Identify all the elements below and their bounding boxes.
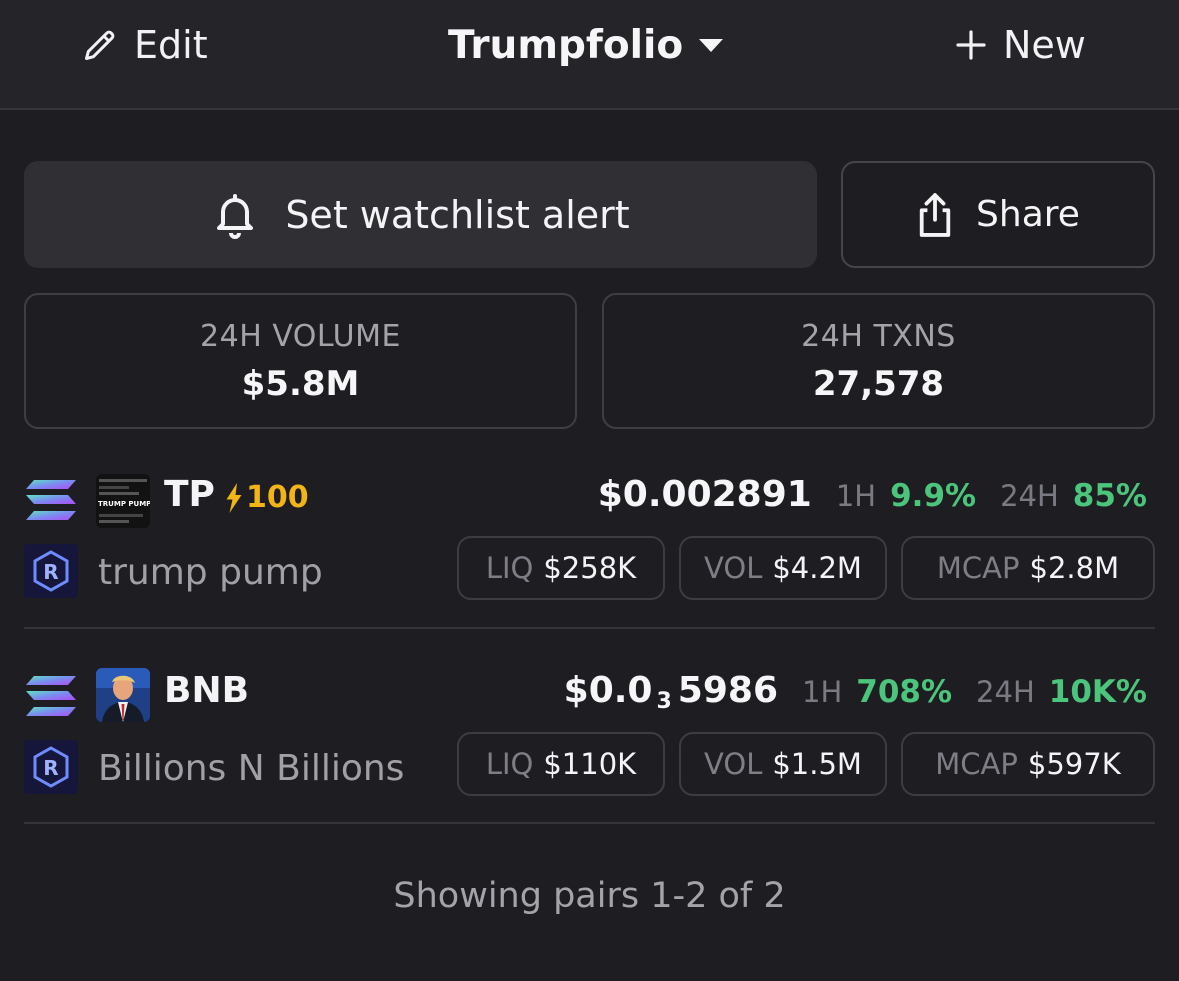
change-1h: 708% bbox=[856, 674, 953, 710]
liq-label: LIQ bbox=[485, 551, 534, 585]
share-label: Share bbox=[976, 194, 1080, 235]
liq-label: LIQ bbox=[485, 747, 534, 781]
liq-value: $258K bbox=[543, 551, 637, 585]
change-24h: 85% bbox=[1072, 478, 1147, 514]
vol-chip: VOL $1.5M bbox=[679, 732, 887, 796]
vol-label: VOL bbox=[704, 551, 763, 585]
pagination-status: Showing pairs 1-2 of 2 bbox=[393, 876, 786, 916]
token-image-bnb bbox=[96, 668, 150, 722]
change-1h: 9.9% bbox=[890, 478, 977, 514]
pencil-icon bbox=[85, 30, 115, 60]
price-row: $0.002891 1H 9.9% 24H 85% bbox=[598, 474, 1147, 515]
vol-value: $4.2M bbox=[772, 551, 862, 585]
pair-row-bnb[interactable]: BNB R Billions N Billions $0.0 3 5986 1H 7… bbox=[24, 666, 1155, 846]
bell-icon bbox=[217, 193, 254, 239]
price-row: $0.0 3 5986 1H 708% 24H 10K% bbox=[564, 670, 1147, 714]
metric-chips: LIQ $110K VOL $1.5M MCAP $597K bbox=[457, 732, 1155, 796]
pair-name: Billions N Billions bbox=[98, 748, 405, 789]
raydium-icon: R bbox=[24, 740, 78, 794]
watchlist-title: Trumpfolio bbox=[448, 22, 684, 68]
vol-value: $1.5M bbox=[772, 747, 862, 781]
volume-stat-card: 24H VOLUME $5.8M bbox=[24, 293, 577, 429]
price-zero-count: 3 bbox=[656, 689, 672, 714]
metric-chips: LIQ $258K VOL $4.2M MCAP $2.8M bbox=[457, 536, 1155, 600]
pair-symbol: TP bbox=[164, 474, 215, 515]
volume-label: 24H VOLUME bbox=[200, 318, 401, 354]
lightning-icon bbox=[226, 482, 242, 513]
set-watchlist-alert-button[interactable]: Set watchlist alert bbox=[24, 161, 817, 268]
volume-value: $5.8M bbox=[241, 363, 360, 404]
change-1h-label: 1H bbox=[802, 675, 843, 709]
divider bbox=[24, 822, 1155, 824]
share-button[interactable]: Share bbox=[841, 161, 1155, 268]
solana-icon bbox=[26, 676, 76, 716]
price-prefix: $0.0 bbox=[563, 670, 653, 711]
boost-value: 100 bbox=[246, 480, 309, 515]
change-1h-label: 1H bbox=[835, 479, 877, 513]
edit-label: Edit bbox=[134, 23, 208, 67]
mcap-chip: MCAP $2.8M bbox=[901, 536, 1155, 600]
vol-label: VOL bbox=[704, 747, 763, 781]
liq-value: $110K bbox=[543, 747, 637, 781]
vol-chip: VOL $4.2M bbox=[679, 536, 887, 600]
txns-stat-card: 24H TXNS 27,578 bbox=[602, 293, 1155, 429]
raydium-icon: R bbox=[24, 544, 78, 598]
price: $0.002891 bbox=[597, 474, 812, 515]
pair-name: trump pump bbox=[98, 552, 323, 593]
mcap-value: $2.8M bbox=[1029, 551, 1120, 585]
svg-text:R: R bbox=[43, 560, 58, 584]
change-24h-label: 24H bbox=[976, 675, 1035, 709]
portrait-image bbox=[96, 668, 150, 722]
svg-text:R: R bbox=[43, 756, 58, 780]
mcap-label: MCAP bbox=[935, 747, 1018, 781]
change-24h-label: 24H bbox=[1000, 479, 1059, 513]
edit-button[interactable]: Edit bbox=[82, 22, 208, 68]
mcap-label: MCAP bbox=[936, 551, 1020, 585]
txns-value: 27,578 bbox=[812, 363, 945, 404]
top-bar: Edit Trumpfolio New bbox=[0, 0, 1179, 110]
mcap-value: $597K bbox=[1027, 747, 1121, 781]
boost-badge[interactable]: 100 bbox=[224, 480, 309, 515]
caret-down-icon bbox=[699, 39, 724, 52]
watchlist-selector[interactable]: Trumpfolio bbox=[448, 22, 725, 68]
token-image-caption: TRUMP PUMP bbox=[98, 500, 150, 508]
pair-row-tp[interactable]: TRUMP PUMP TP 100 R trump pump $0.002891… bbox=[24, 470, 1155, 650]
liq-chip: LIQ $110K bbox=[457, 732, 665, 796]
alert-label: Set watchlist alert bbox=[285, 192, 630, 237]
token-thumbnail bbox=[96, 474, 150, 528]
change-24h: 10K% bbox=[1048, 674, 1147, 710]
token-image-tp: TRUMP PUMP bbox=[96, 474, 150, 528]
txns-label: 24H TXNS bbox=[801, 318, 956, 354]
price: $0.0 3 5986 bbox=[564, 670, 778, 714]
mcap-chip: MCAP $597K bbox=[901, 732, 1155, 796]
new-watchlist-button[interactable]: New bbox=[955, 22, 1086, 68]
share-icon bbox=[919, 192, 951, 237]
liq-chip: LIQ $258K bbox=[457, 536, 665, 600]
price-suffix: 5986 bbox=[677, 670, 778, 711]
solana-icon bbox=[26, 480, 76, 520]
pair-symbol: BNB bbox=[164, 670, 250, 711]
plus-icon bbox=[956, 30, 986, 60]
divider bbox=[24, 627, 1155, 629]
new-label: New bbox=[1003, 23, 1086, 67]
